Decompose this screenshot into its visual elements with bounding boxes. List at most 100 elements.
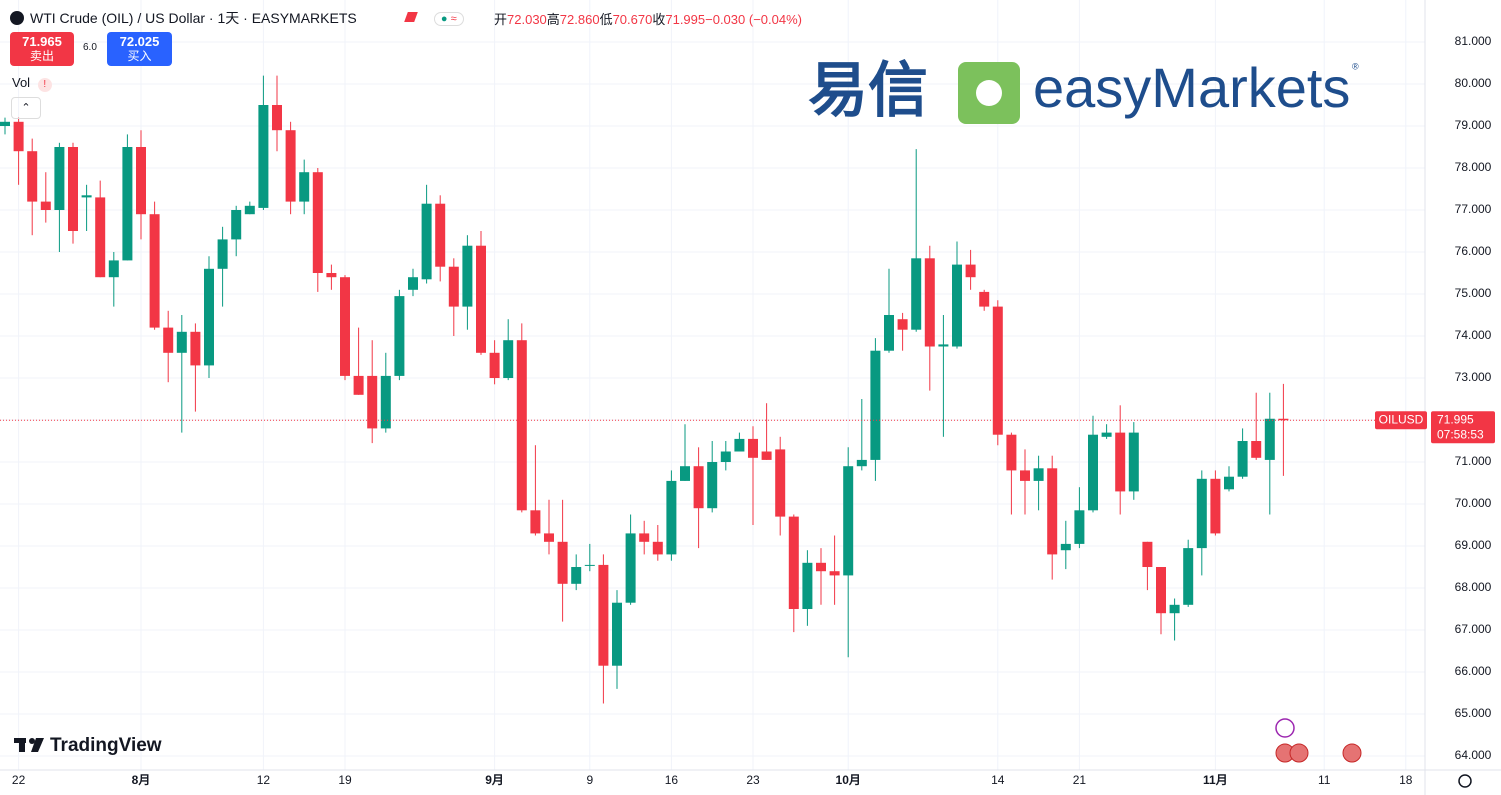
x-tick-label: 8月 — [132, 773, 151, 787]
watermark-cn: 易信 — [808, 57, 928, 124]
candle-body — [1060, 543, 1071, 551]
candle-body — [788, 516, 799, 610]
event-icon[interactable] — [1342, 743, 1362, 763]
y-tick-label: 73.000 — [1455, 370, 1492, 384]
buy-price: 72.025 — [119, 34, 160, 49]
logo-part — [31, 738, 44, 752]
x-tick-label: 10月 — [836, 773, 861, 787]
candle-body — [476, 245, 486, 353]
spread: 6.0 — [83, 42, 97, 53]
x-tick-label: 16 — [665, 773, 679, 787]
collapse-button[interactable]: ⌃ — [11, 97, 41, 119]
ohlc-change: −0.030 (−0.04%) — [705, 12, 802, 27]
candle-body — [489, 352, 500, 379]
logo-part — [29, 738, 35, 744]
candle-body — [557, 541, 568, 584]
candle-body — [258, 105, 269, 208]
candle-body — [326, 273, 337, 278]
candle-body — [775, 449, 786, 517]
candle-body — [598, 564, 609, 666]
event-icons — [1275, 718, 1362, 763]
buy-button[interactable]: 72.025 买入 — [107, 32, 172, 66]
candle-body — [1183, 548, 1194, 605]
event-icon[interactable] — [1289, 743, 1309, 763]
candle-body — [448, 266, 459, 307]
candle-body — [421, 203, 432, 280]
market-status[interactable]: ● ≈ — [433, 12, 464, 26]
candle-body — [122, 147, 133, 261]
candle-body — [0, 121, 10, 127]
event-icon[interactable] — [1275, 718, 1295, 738]
ohlc-value: 70.670 — [612, 12, 653, 27]
x-tick-label: 19 — [338, 773, 352, 787]
candle-body — [1006, 434, 1017, 471]
symbol-tag — [1375, 411, 1427, 430]
ohlc-label: 高 — [546, 12, 560, 27]
candle-body — [707, 462, 718, 509]
candle-body — [244, 205, 255, 215]
candle-body — [149, 214, 160, 328]
candle-body — [843, 466, 854, 576]
ohlc-label: 低 — [599, 12, 613, 27]
candle-body — [1142, 541, 1153, 568]
candle-body — [870, 350, 881, 460]
candle-body — [979, 291, 990, 307]
indicator-name: Vol — [12, 75, 31, 90]
candle-body — [1128, 432, 1139, 492]
y-tick-label: 75.000 — [1455, 286, 1492, 300]
candle-body — [802, 562, 813, 610]
candle-body — [1020, 470, 1030, 481]
candle-body — [285, 130, 296, 202]
y-tick-label: 67.000 — [1455, 622, 1492, 636]
x-tick-label: 11 — [1318, 773, 1331, 787]
candle-body — [176, 331, 187, 353]
candle-body — [992, 306, 1003, 435]
candle-body — [1156, 567, 1166, 614]
candle-body — [462, 245, 473, 307]
flag-icon — [404, 12, 418, 22]
sell-button[interactable]: 71.965 卖出 — [10, 32, 74, 66]
candle-body — [353, 375, 364, 395]
candle-body — [1115, 432, 1126, 492]
candle-body — [1251, 441, 1262, 458]
candle-body — [911, 258, 922, 330]
candle-body — [408, 277, 418, 290]
candle-body — [190, 331, 201, 366]
buy-label: 买入 — [127, 49, 152, 63]
candle-body — [748, 438, 758, 458]
x-tick-label: 12 — [257, 773, 271, 787]
logo-dot — [976, 80, 1002, 106]
candle-body — [544, 533, 554, 542]
candle-body — [516, 340, 527, 511]
candle-body — [435, 203, 446, 267]
y-tick-label: 70.000 — [1455, 496, 1492, 510]
alert-icon[interactable]: ! — [37, 78, 52, 92]
candle-body — [639, 533, 650, 542]
y-tick-label: 64.000 — [1455, 748, 1492, 762]
y-tick-label: 81.000 — [1455, 34, 1492, 48]
symbol-icon — [10, 11, 24, 25]
candle-body — [13, 121, 24, 152]
candle-body — [1264, 418, 1275, 460]
indicator: Vol ! — [12, 75, 52, 92]
y-tick-label: 65.000 — [1455, 706, 1492, 720]
candle-body — [897, 319, 908, 330]
settings-icon[interactable] — [1458, 774, 1472, 788]
y-tick-label: 69.000 — [1455, 538, 1492, 552]
candle-body — [666, 480, 677, 555]
candle-body — [217, 239, 228, 269]
candle-body — [720, 451, 731, 463]
y-tick-label: 74.000 — [1455, 328, 1492, 342]
candle-body — [571, 567, 582, 584]
candle-body — [734, 438, 745, 452]
candle-body — [1088, 434, 1098, 511]
candle-body — [924, 258, 935, 347]
x-tick-label: 21 — [1073, 773, 1087, 787]
tradingview-logo: TradingView — [14, 735, 162, 756]
candle-body — [1169, 604, 1180, 614]
sell-price: 71.965 — [22, 34, 62, 49]
candle-body — [652, 541, 663, 555]
candle-body — [816, 562, 826, 572]
y-tick-label: 79.000 — [1455, 118, 1492, 132]
